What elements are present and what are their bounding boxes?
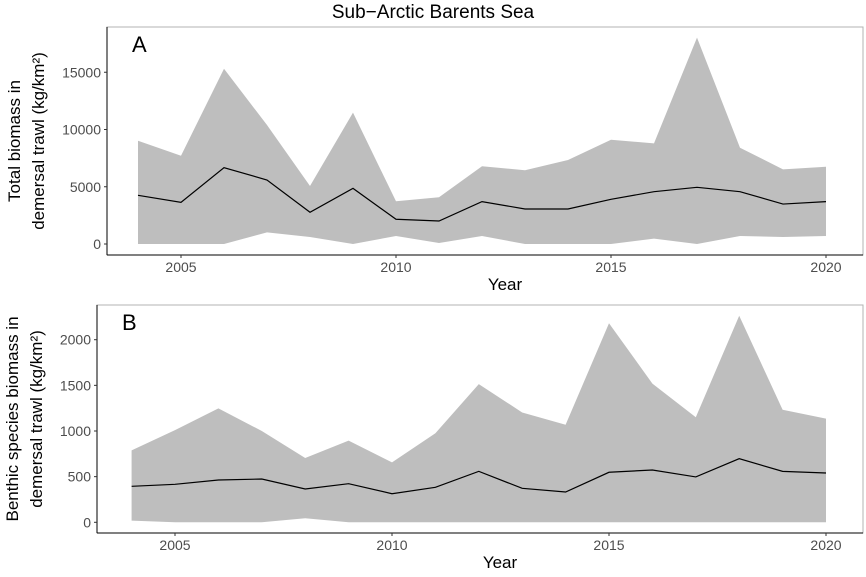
x-tick-label: 2005 [165, 259, 196, 275]
x-axis-title: Year [483, 553, 518, 572]
x-tick-label: 2010 [380, 259, 411, 275]
y-tick-label: 0 [93, 236, 101, 252]
y-tick-label: 500 [68, 469, 92, 485]
x-tick-label: 2005 [159, 537, 190, 553]
panel-label: B [122, 310, 137, 335]
figure-title: Sub−Arctic Barents Sea [332, 2, 535, 23]
panel-a: 0 5000 10000 15000 2005 2010 2015 2020 Year Total… [5, 26, 864, 294]
x-tick-label: 2020 [810, 537, 841, 553]
range-band [138, 37, 826, 244]
mean-line [131, 458, 827, 495]
y-axis-title-line2: demersal trawl (kg/km²) [29, 52, 48, 230]
y-axis-title-line2: demersal trawl (kg/km²) [27, 330, 46, 508]
y-axis-title: Total biomass in demersal trawl (kg/km²) [5, 52, 48, 230]
y-tick-label: 5000 [70, 179, 101, 195]
x-tick-label: 2020 [810, 259, 841, 275]
y-axis-title-line1: Total biomass in [5, 80, 24, 202]
x-axis-title: Year [488, 275, 523, 294]
y-tick-label: 0 [83, 514, 91, 530]
x-tick-label: 2010 [376, 537, 407, 553]
x-tick-label: 2015 [593, 537, 624, 553]
mean-line [137, 166, 827, 222]
y-tick-label: 15000 [62, 64, 101, 80]
y-tick-label: 1500 [60, 377, 91, 393]
panel-label: A [132, 32, 147, 57]
range-band [131, 315, 827, 523]
y-tick-label: 10000 [62, 122, 101, 138]
y-axis-title-line1: Benthic species biomass in [3, 316, 22, 521]
panel-b: 0 500 1000 1500 2000 2005 2010 2015 2020 Year Bent… [3, 304, 864, 572]
y-axis-title: Benthic species biomass in demersal trawl… [3, 316, 46, 521]
x-tick-label: 2015 [595, 259, 626, 275]
y-tick-label: 2000 [60, 332, 91, 348]
y-tick-label: 1000 [60, 423, 91, 439]
